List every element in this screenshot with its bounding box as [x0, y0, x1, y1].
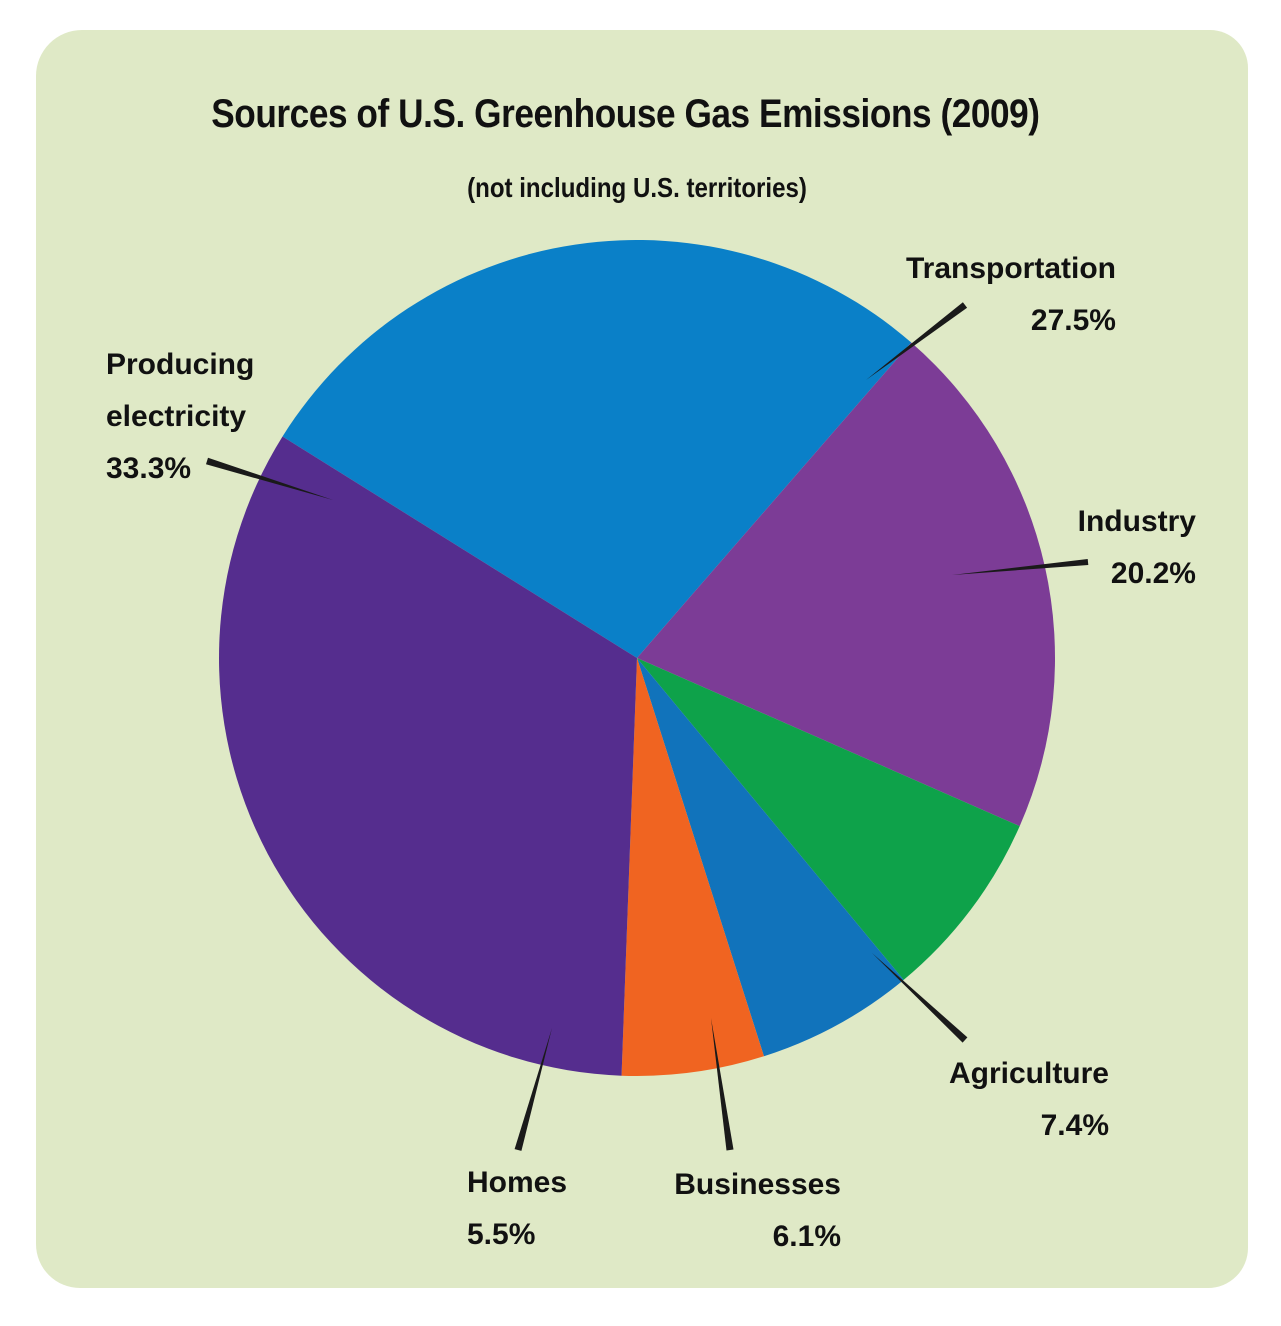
- slice-name-industry: Industry: [1078, 505, 1197, 538]
- slice-label-producing-electricity: Producing electricity 33.3%: [106, 348, 254, 485]
- pie-slice-agriculture: [637, 658, 1020, 980]
- pie-slice-businesses: [637, 658, 904, 1057]
- pie-slice-homes: [621, 658, 764, 1076]
- slice-value-industry: 20.2%: [1111, 557, 1196, 590]
- slice-name-businesses: Businesses: [674, 1168, 841, 1201]
- pie-slice-transportation: [282, 240, 912, 658]
- slice-label-agriculture: Agriculture 7.4%: [949, 1057, 1109, 1142]
- pie-slice-producing-electricity: [219, 436, 637, 1076]
- leader-line-agriculture: [872, 953, 968, 1043]
- slice-value-agriculture: 7.4%: [1041, 1109, 1109, 1142]
- leader-line-industry: [952, 559, 1089, 575]
- leader-line-producing-electricity: [206, 457, 333, 500]
- slice-label-industry: Industry 20.2%: [1078, 505, 1197, 590]
- slice-name-agriculture: Agriculture: [949, 1057, 1109, 1090]
- leader-line-homes: [514, 1028, 552, 1151]
- slice-value-homes: 5.5%: [467, 1218, 535, 1251]
- leader-line-transportation: [866, 302, 968, 380]
- slice-value-businesses: 6.1%: [773, 1220, 841, 1253]
- slice-name-transportation: Transportation: [906, 252, 1116, 285]
- pie-slice-industry: [637, 342, 1056, 827]
- slice-label-homes: Homes 5.5%: [467, 1166, 567, 1251]
- slice-labels: Producing electricity 33.3% Transportation 2…: [106, 252, 1196, 1253]
- slice-label-transportation: Transportation 27.5%: [906, 252, 1116, 337]
- slice-label-businesses: Businesses 6.1%: [674, 1168, 841, 1253]
- slice-value-producing-electricity: 33.3%: [106, 452, 191, 485]
- slice-name-homes: Homes: [467, 1166, 567, 1199]
- slice-name-producing-electricity-line-1: Producing: [106, 348, 254, 381]
- slice-name-producing-electricity-line-2: electricity: [106, 400, 246, 433]
- leader-lines: [206, 302, 1089, 1151]
- chart-subtitle: (not including U.S. territories): [467, 172, 807, 203]
- chart-title: Sources of U.S. Greenhouse Gas Emissions…: [211, 92, 1040, 136]
- slice-value-transportation: 27.5%: [1031, 304, 1116, 337]
- pie-slices: [219, 240, 1056, 1076]
- leader-line-businesses: [711, 1018, 734, 1151]
